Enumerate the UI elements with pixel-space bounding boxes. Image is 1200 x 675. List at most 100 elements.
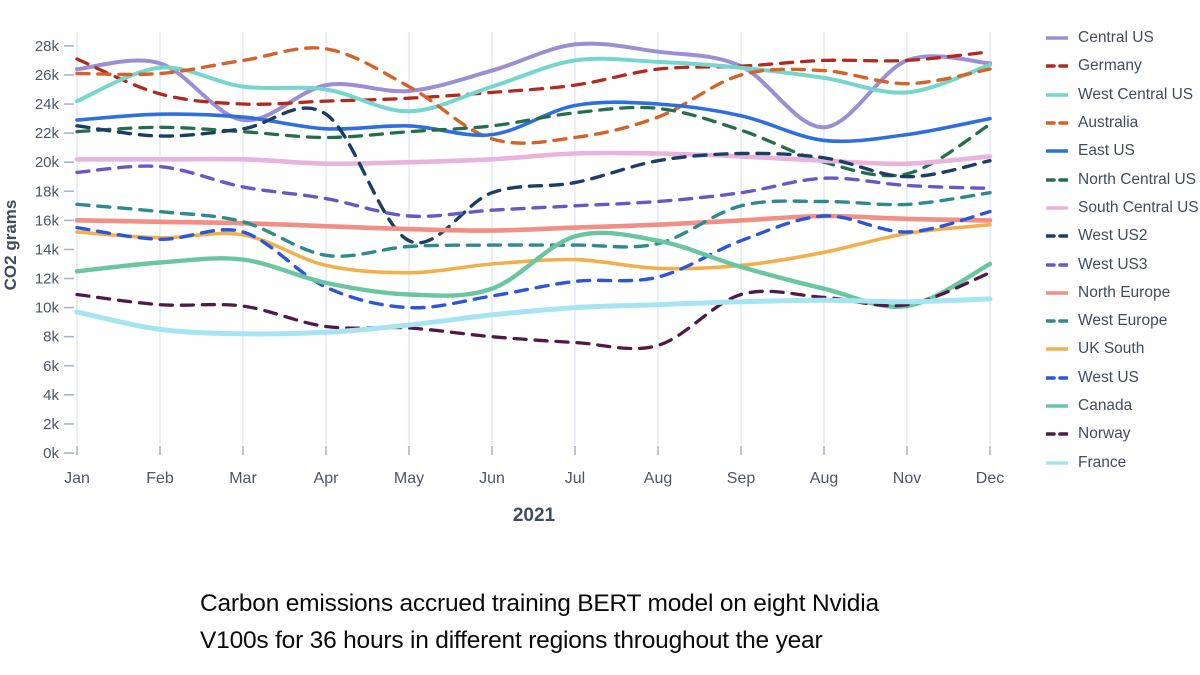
- axis-ticks: [64, 45, 991, 455]
- y-axis-title: CO2 grams: [1, 200, 20, 291]
- caption-line-2: V100s for 36 hours in different regions …: [200, 626, 823, 654]
- legend-label: Central US: [1078, 29, 1154, 47]
- legend-label: UK South: [1078, 340, 1145, 358]
- legend-item-uk-south[interactable]: UK South: [1046, 335, 1199, 363]
- legend-label: West US: [1078, 368, 1139, 386]
- legend-label: East US: [1078, 142, 1135, 160]
- y-tick-label: 14k: [35, 241, 60, 258]
- legend-label: Canada: [1078, 397, 1133, 414]
- series-line-west-us2: [75, 106, 992, 245]
- legend-swatch-solid-line-icon: [1046, 404, 1068, 408]
- x-tick-label: Jan: [64, 470, 90, 487]
- x-axis-title: 2021: [513, 505, 556, 526]
- series-line-france: [74, 296, 993, 337]
- y-tick-label: 6k: [43, 358, 59, 375]
- legend-swatch-dashed-line-icon: [1046, 234, 1068, 239]
- series-line-germany: [75, 50, 992, 106]
- y-tick-label: 10k: [35, 300, 60, 317]
- legend-swatch-dashed-line-icon: [1046, 177, 1068, 182]
- x-tick-label: Jun: [479, 470, 505, 487]
- legend-item-north-europe[interactable]: North Europe: [1046, 279, 1199, 307]
- legend-item-central-us[interactable]: Central US: [1046, 24, 1199, 52]
- legend-item-west-central-us[interactable]: West Central US: [1046, 81, 1199, 109]
- legend-swatch-solid-line-icon: [1046, 460, 1068, 465]
- legend-label: North Central US: [1078, 170, 1197, 188]
- y-tick-label: 18k: [35, 183, 60, 200]
- y-tick-label: 0k: [43, 445, 59, 462]
- legend-swatch-dashed-line-icon: [1046, 375, 1068, 380]
- y-tick-label: 4k: [43, 387, 59, 404]
- series-line-east-us: [75, 100, 992, 144]
- vertical-gridlines: [76, 32, 991, 445]
- series-line-south-central-us: [74, 150, 993, 167]
- figure-caption: Carbon emissions accrued training BERT m…: [200, 586, 1060, 660]
- y-tick-label: 12k: [35, 271, 60, 288]
- legend-item-australia[interactable]: Australia: [1046, 109, 1199, 137]
- series-line-west-us: [75, 209, 992, 310]
- series-line-west-us3: [75, 164, 992, 219]
- legend-label: France: [1078, 453, 1127, 471]
- x-tick-label: Jul: [565, 470, 585, 487]
- legend-label: North Europe: [1078, 283, 1171, 301]
- legend-item-germany[interactable]: Germany: [1046, 52, 1199, 80]
- x-tick-label: Sep: [727, 470, 756, 487]
- legend-item-france[interactable]: France: [1046, 448, 1199, 476]
- x-tick-label: Aug: [644, 470, 672, 487]
- legend-swatch-dashed-line-icon: [1046, 262, 1068, 267]
- y-axis-tick-labels: 0k 2k 4k 6k 8k 10k 12k 14k 16k 18k 20k 22k 24k 26k 28k: [35, 38, 60, 462]
- series-line-canada: [74, 230, 993, 310]
- legend-swatch-dashed-line-icon: [1046, 121, 1068, 125]
- emissions-line-chart: 0k 2k 4k 6k 8k 10k 12k 14k 16k 18k 20k 22k 24k 26k 28k…: [1, 32, 1004, 526]
- series-line-west-europe: [75, 191, 992, 258]
- legend-label: Germany: [1078, 57, 1142, 75]
- x-axis-tick-labels: Jan Feb Mar Apr May Jun Jul Aug Sep Aug Nov Dec: [64, 470, 1004, 487]
- series-line-north-europe: [74, 213, 993, 233]
- legend-item-west-us[interactable]: West US: [1046, 364, 1199, 392]
- caption-line-1: Carbon emissions accrued training BERT m…: [200, 590, 879, 617]
- y-tick-label: 28k: [35, 38, 60, 55]
- x-tick-label: Nov: [893, 470, 921, 487]
- x-tick-label: Dec: [976, 470, 1004, 487]
- legend-item-west-us3[interactable]: West US3: [1046, 250, 1199, 278]
- series-line-west-central-us: [75, 56, 992, 114]
- chart-legend: Central US Germany West Central US Australi…: [1046, 24, 1199, 477]
- legend-swatch-solid-line-icon: [1046, 291, 1068, 295]
- series-line-norway: [75, 271, 992, 351]
- x-tick-label: Mar: [229, 470, 257, 487]
- legend-swatch-solid-line-icon: [1046, 92, 1068, 97]
- legend-label: Norway: [1078, 425, 1131, 443]
- y-tick-label: 20k: [35, 154, 60, 171]
- x-tick-label: Feb: [146, 470, 174, 487]
- x-tick-label: May: [394, 470, 424, 487]
- y-tick-label: 8k: [43, 329, 59, 346]
- legend-swatch-dashed-line-icon: [1046, 319, 1068, 323]
- legend-item-west-europe[interactable]: West Europe: [1046, 307, 1199, 335]
- legend-swatch-solid-line-icon: [1046, 149, 1068, 154]
- legend-label: West Central US: [1078, 85, 1194, 103]
- y-tick-label: 24k: [35, 96, 60, 113]
- legend-label: West Europe: [1078, 312, 1168, 330]
- legend-item-canada[interactable]: Canada: [1046, 392, 1199, 420]
- legend-swatch-dashed-line-icon: [1046, 64, 1068, 69]
- legend-label: South Central US: [1078, 198, 1199, 216]
- x-tick-label: Apr: [314, 470, 340, 487]
- legend-swatch-solid-line-icon: [1046, 347, 1068, 352]
- x-tick-label: Aug: [810, 470, 838, 487]
- y-tick-label: 16k: [35, 212, 60, 229]
- y-tick-label: 22k: [35, 125, 60, 142]
- legend-swatch-solid-line-icon: [1046, 206, 1068, 210]
- y-tick-label: 26k: [35, 67, 60, 84]
- legend-swatch-dashed-line-icon: [1046, 432, 1068, 437]
- series-lines: [74, 41, 993, 351]
- legend-item-north-central-us[interactable]: North Central US: [1046, 165, 1199, 193]
- legend-item-south-central-us[interactable]: South Central US: [1046, 194, 1199, 222]
- legend-item-east-us[interactable]: East US: [1046, 137, 1199, 165]
- legend-item-norway[interactable]: Norway: [1046, 420, 1199, 448]
- y-tick-label: 2k: [43, 416, 59, 433]
- legend-item-west-us2[interactable]: West US2: [1046, 222, 1199, 250]
- legend-label: West US3: [1078, 255, 1148, 273]
- legend-swatch-solid-line-icon: [1046, 36, 1068, 40]
- legend-label: Australia: [1078, 114, 1139, 132]
- series-line-australia: [75, 46, 992, 145]
